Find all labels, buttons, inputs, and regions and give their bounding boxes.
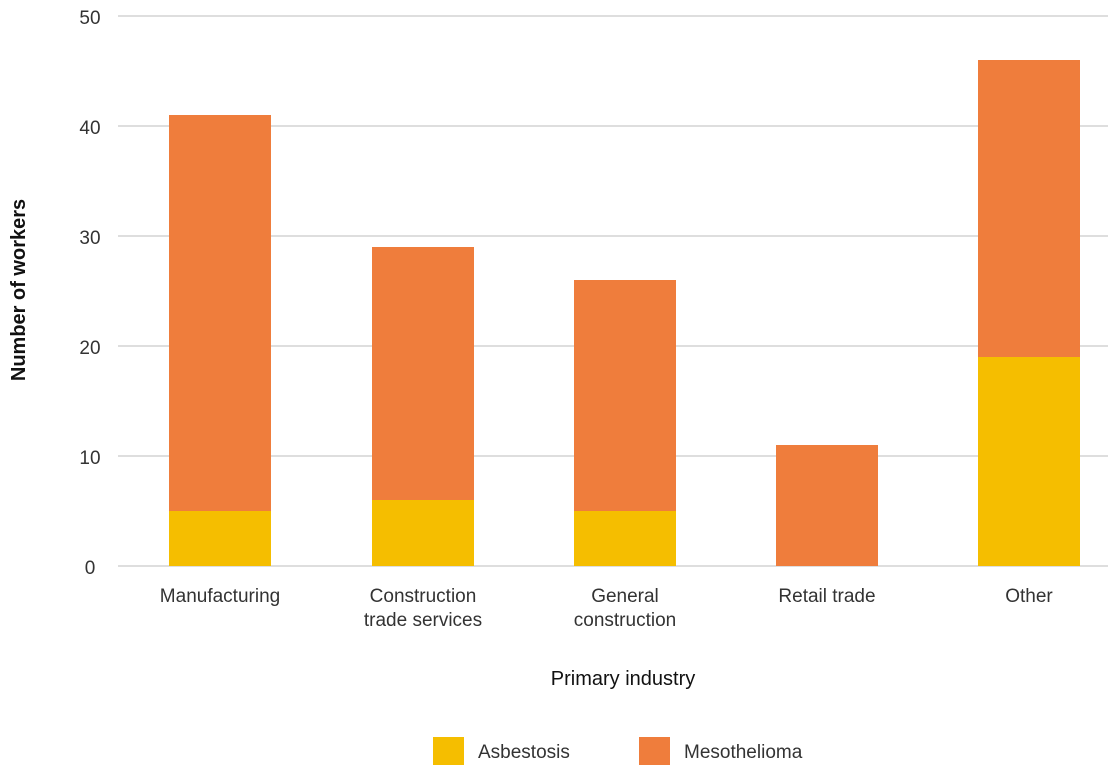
y-tick-label-50: 50 xyxy=(79,8,100,29)
y-tick-label-20: 20 xyxy=(79,338,100,359)
bar-asbestosis-4 xyxy=(978,357,1080,566)
x-axis-title: Primary industry xyxy=(551,668,695,690)
bar-mesothelioma-0 xyxy=(169,115,271,511)
x-axis-category-labels: Manufacturing Construction trade services G… xyxy=(160,586,1054,631)
legend-swatch-mesothelioma xyxy=(639,737,670,765)
x-tick-label-2: General construction xyxy=(574,586,676,631)
legend: Asbestosis Mesothelioma xyxy=(433,737,803,765)
y-tick-label-0: 0 xyxy=(85,558,96,579)
x-tick-label-3: Retail trade xyxy=(778,586,875,607)
bar-asbestosis-0 xyxy=(169,511,271,566)
y-tick-label-10: 10 xyxy=(79,448,100,469)
y-tick-label-30: 30 xyxy=(79,228,100,249)
x-tick-label-0: Manufacturing xyxy=(160,586,280,607)
x-tick-label-4: Other xyxy=(1005,586,1053,607)
bar-mesothelioma-3 xyxy=(776,445,878,566)
bar-mesothelioma-1 xyxy=(372,247,474,500)
bar-asbestosis-1 xyxy=(372,500,474,566)
legend-label-mesothelioma: Mesothelioma xyxy=(684,742,803,763)
y-tick-label-40: 40 xyxy=(79,118,100,139)
bar-asbestosis-2 xyxy=(574,511,676,566)
y-axis-ticks: 0 10 20 30 40 50 xyxy=(79,8,100,579)
bar-mesothelioma-4 xyxy=(978,60,1080,357)
legend-swatch-asbestosis xyxy=(433,737,464,765)
legend-label-asbestosis: Asbestosis xyxy=(478,742,570,763)
y-axis-title: Number of workers xyxy=(8,199,30,381)
x-tick-label-1: Construction trade services xyxy=(364,586,482,631)
bar-mesothelioma-2 xyxy=(574,280,676,511)
bars xyxy=(169,60,1080,566)
